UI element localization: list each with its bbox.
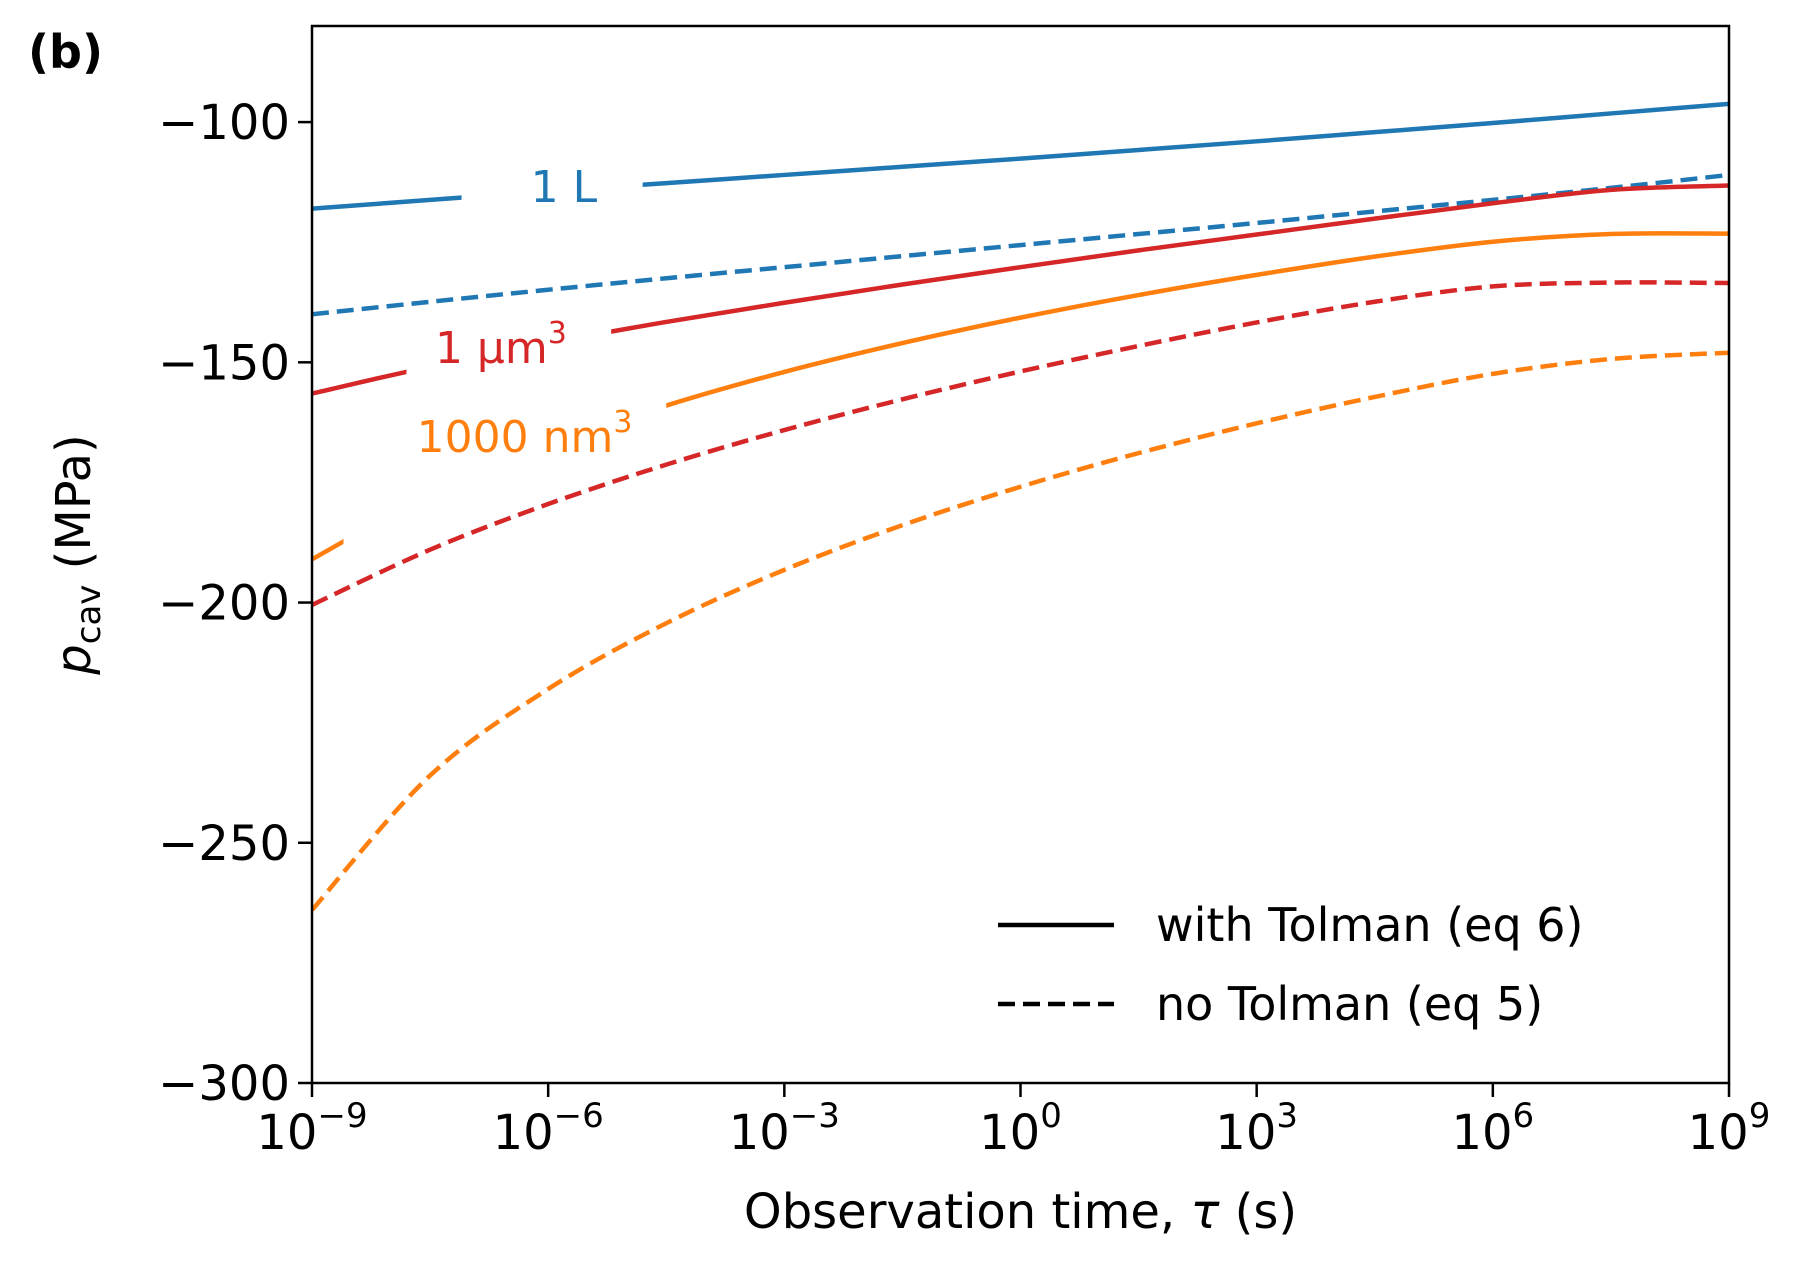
plot-area [312, 101, 1729, 912]
y-axis: −100 −150 −200 −250 −300 [158, 95, 312, 1112]
y-axis-title-subscript: cav [69, 585, 109, 645]
legend-label: with Tolman (eq 6) [1156, 898, 1583, 952]
y-axis-title: pcav (MPa) [46, 434, 109, 675]
x-axis-title-text: Observation time, [744, 1184, 1191, 1240]
curve-label: 1 L [531, 162, 598, 213]
x-tick-label: 100 [979, 1096, 1062, 1161]
y-tick-label: −300 [158, 1056, 290, 1112]
x-axis-title: Observation time, τ (s) [744, 1184, 1297, 1240]
panel-label: (b) [28, 25, 103, 79]
series-line [312, 101, 1729, 211]
x-axis: 10−9 10−6 10−3 100 103 106 109 [256, 1083, 1770, 1161]
y-tick-label: −250 [158, 816, 290, 872]
x-axis-title-unit: (s) [1219, 1184, 1297, 1240]
x-tick-label: 10−6 [493, 1096, 604, 1161]
series-line [312, 231, 1729, 562]
legend-label: no Tolman (eq 5) [1156, 977, 1543, 1031]
x-tick-label: 106 [1451, 1096, 1534, 1161]
x-axis-title-symbol: τ [1190, 1184, 1220, 1240]
y-axis-title-unit: (MPa) [46, 434, 102, 584]
y-tick-label: −200 [158, 576, 290, 632]
series-line [312, 172, 1729, 317]
y-tick-label: −150 [158, 335, 290, 391]
x-tick-label: 109 [1688, 1096, 1771, 1161]
series-line [312, 350, 1729, 912]
series-line [312, 280, 1729, 607]
x-tick-label: 10−3 [729, 1096, 840, 1161]
legend: with Tolman (eq 6) no Tolman (eq 5) [998, 898, 1583, 1031]
y-axis-title-symbol: p [46, 644, 102, 675]
curve-label: 1000 nm3 [417, 405, 633, 463]
series-line [312, 183, 1729, 396]
curve-label: 1 µm3 [435, 316, 567, 374]
x-tick-label: 103 [1215, 1096, 1298, 1161]
y-tick-label: −100 [158, 95, 290, 151]
curve-labels: 1 L 1 µm3 1000 nm3 [417, 162, 633, 463]
x-tick-label: 10−9 [256, 1096, 367, 1161]
